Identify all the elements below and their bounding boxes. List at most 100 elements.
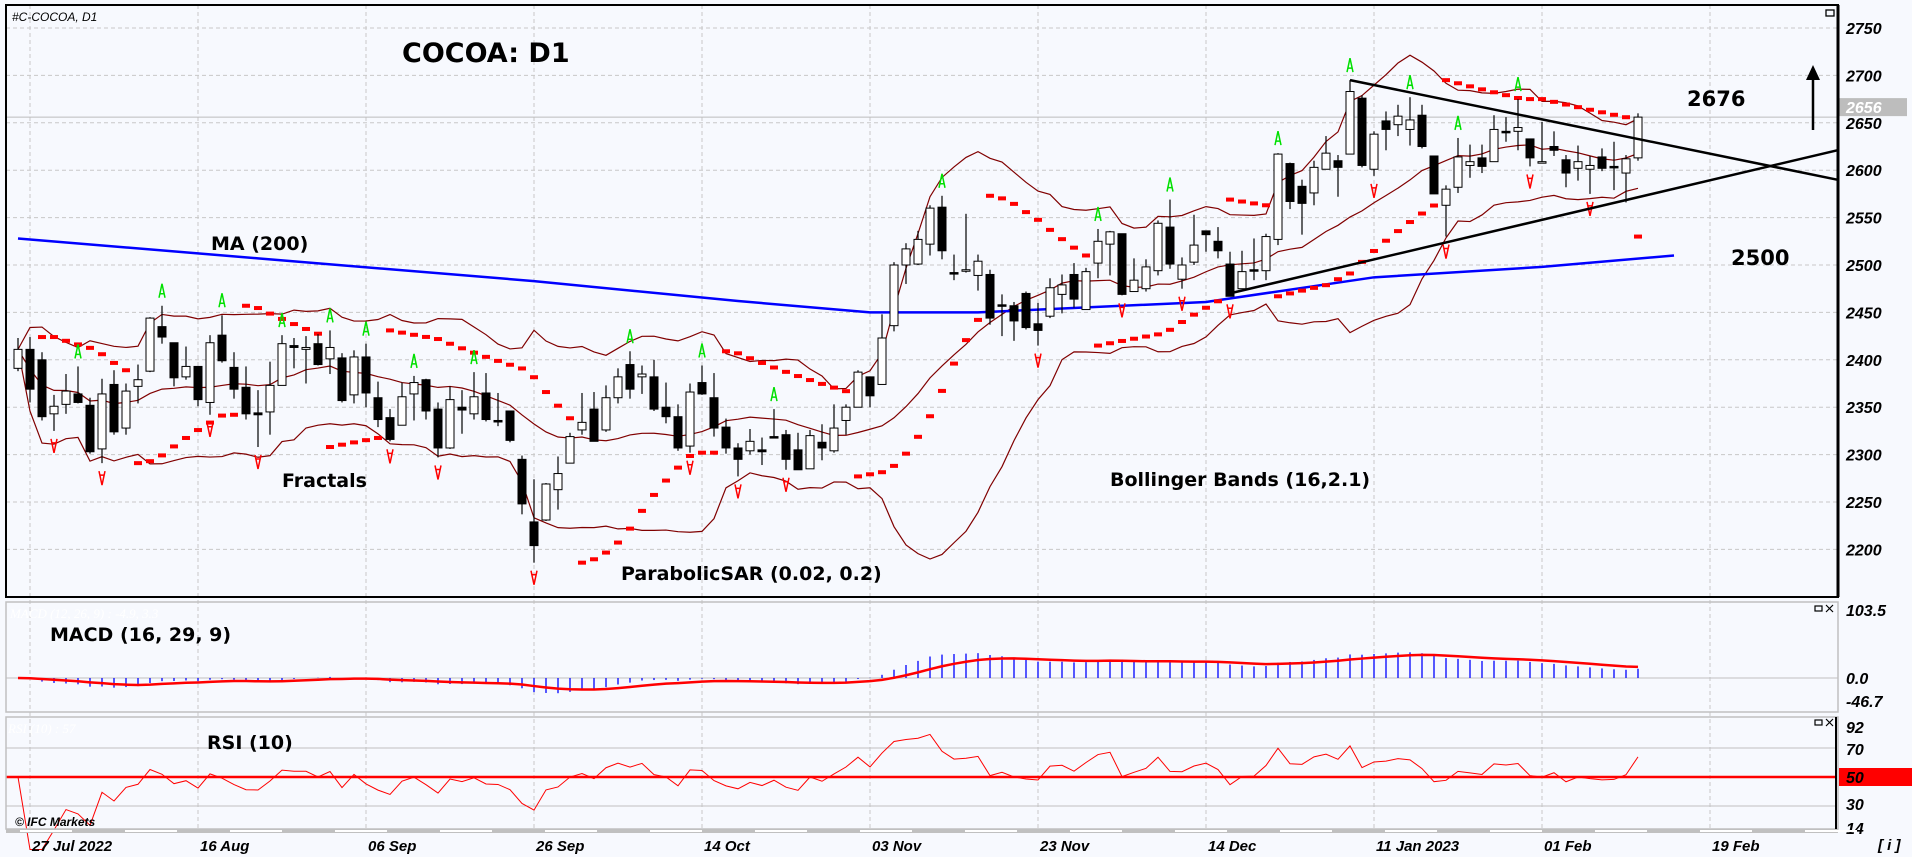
candle-bullish xyxy=(577,421,587,431)
candle-bearish xyxy=(37,359,47,418)
macd-maximize-icon[interactable] xyxy=(1814,605,1823,612)
sar-dot xyxy=(1562,102,1570,107)
sar-dot xyxy=(326,445,334,450)
macd-pane-marks xyxy=(6,652,1838,694)
rsi-tick-label: 92 xyxy=(1846,720,1864,737)
rsi-close-icon[interactable] xyxy=(1825,718,1834,727)
sar-dot xyxy=(266,311,274,316)
scrollbar-segment xyxy=(440,830,492,832)
candle-bullish xyxy=(829,427,839,452)
date-tick-label: 01 Feb xyxy=(1544,838,1592,855)
macd-tick-label: 103.5 xyxy=(1846,603,1887,620)
sar-dot xyxy=(1250,201,1258,206)
sar-dot xyxy=(830,385,838,390)
horizontal-scrollbar[interactable] xyxy=(6,829,1857,833)
sar-dot xyxy=(842,389,850,394)
candle-bearish xyxy=(25,348,35,390)
candle-bearish xyxy=(373,397,383,421)
candle-bearish xyxy=(1429,155,1439,195)
sar-dot xyxy=(1574,105,1582,110)
fractal-up-icon xyxy=(326,308,334,323)
candle-bearish xyxy=(1165,226,1175,265)
sar-dot xyxy=(686,453,694,458)
candle-bearish xyxy=(661,406,671,418)
sar-dot xyxy=(1010,201,1018,206)
scrollbar-segment xyxy=(230,830,282,832)
candle-bullish xyxy=(49,405,59,415)
sar-dot xyxy=(818,381,826,386)
fractal-down-icon xyxy=(254,454,262,470)
candle-bullish xyxy=(745,440,755,452)
fractal-down-icon xyxy=(1178,296,1186,311)
macd-close-icon[interactable] xyxy=(1825,604,1834,613)
info-button[interactable]: [ i ] xyxy=(1877,837,1901,854)
sar-dot xyxy=(902,451,910,456)
fractal-down-icon xyxy=(782,477,790,492)
candle-bearish xyxy=(1021,292,1031,329)
sar-dot xyxy=(962,338,970,343)
sar-dot xyxy=(1286,291,1294,296)
price-tick-label: 2600 xyxy=(1845,163,1882,180)
candle-bearish xyxy=(757,449,767,453)
sar-dot xyxy=(1418,211,1426,216)
candle-bearish xyxy=(157,326,167,338)
fractal-up-icon xyxy=(626,329,634,344)
scrollbar-segment xyxy=(1595,830,1647,832)
sar-dot xyxy=(554,403,562,408)
sar-dot xyxy=(1118,338,1126,343)
scrollbar-segment xyxy=(20,830,72,832)
fractal-down-icon xyxy=(1586,201,1594,217)
sar-dot xyxy=(494,358,502,363)
candle-bearish xyxy=(721,426,731,449)
sar-dot xyxy=(1142,334,1150,339)
candle-bullish xyxy=(1585,164,1595,170)
fractal-down-icon xyxy=(734,484,742,499)
sar-dot xyxy=(1274,294,1282,299)
sar-dot xyxy=(746,356,754,361)
price-tick-label: 2400 xyxy=(1845,353,1882,370)
copyright-label: © IFC Markets xyxy=(15,815,96,829)
maximize-icon[interactable] xyxy=(1825,9,1835,17)
support-level-label: 2500 xyxy=(1731,246,1789,270)
fractal-down-icon xyxy=(1118,303,1126,318)
candle-bearish xyxy=(313,343,323,366)
fractal-down-icon xyxy=(434,465,442,480)
candle-bearish xyxy=(1609,165,1619,169)
candle-bearish xyxy=(937,206,947,252)
candle-bearish xyxy=(241,386,251,415)
sar-dot xyxy=(1238,199,1246,204)
sar-dot xyxy=(146,459,154,464)
sar-dot xyxy=(86,345,94,350)
candle-bearish xyxy=(1597,156,1607,169)
candle-bearish xyxy=(169,342,179,379)
candle-bullish xyxy=(409,382,419,395)
sar-dot xyxy=(1634,234,1642,239)
sar-dot xyxy=(1130,336,1138,341)
rsi-pane-marks xyxy=(6,733,1836,850)
candle-bearish xyxy=(817,441,827,449)
candle-bullish xyxy=(1441,188,1451,206)
scrollbar-segment xyxy=(1385,830,1437,832)
date-tick-label: 23 Nov xyxy=(1039,838,1091,855)
candle-bearish xyxy=(1333,160,1343,168)
date-tick-label: 16 Aug xyxy=(200,838,249,855)
candle-bullish xyxy=(1153,222,1163,272)
fractal-down-icon xyxy=(98,470,106,486)
candle-bullish xyxy=(1141,266,1151,290)
rsi-tick-label: 14 xyxy=(1846,821,1864,838)
candle-bearish xyxy=(793,449,803,471)
axes: 2750 2700 2650 2600 2550 2500 2450 2400 2350 2300… xyxy=(31,21,1912,855)
sar-dot xyxy=(1106,341,1114,346)
rsi-maximize-icon[interactable] xyxy=(1814,719,1823,726)
macd-pane-frame xyxy=(5,601,1839,713)
fractal-down-icon xyxy=(1034,353,1042,368)
candle-bearish xyxy=(997,304,1007,307)
candle-bullish xyxy=(397,396,407,426)
candle-bullish xyxy=(265,384,275,413)
date-tick-label: 14 Oct xyxy=(704,838,751,855)
sar-dot xyxy=(674,465,682,470)
fractal-up-icon xyxy=(938,173,946,188)
price-tick-label: 2350 xyxy=(1845,400,1882,417)
candle-bullish xyxy=(1273,153,1283,240)
candle-bullish xyxy=(1177,264,1187,280)
